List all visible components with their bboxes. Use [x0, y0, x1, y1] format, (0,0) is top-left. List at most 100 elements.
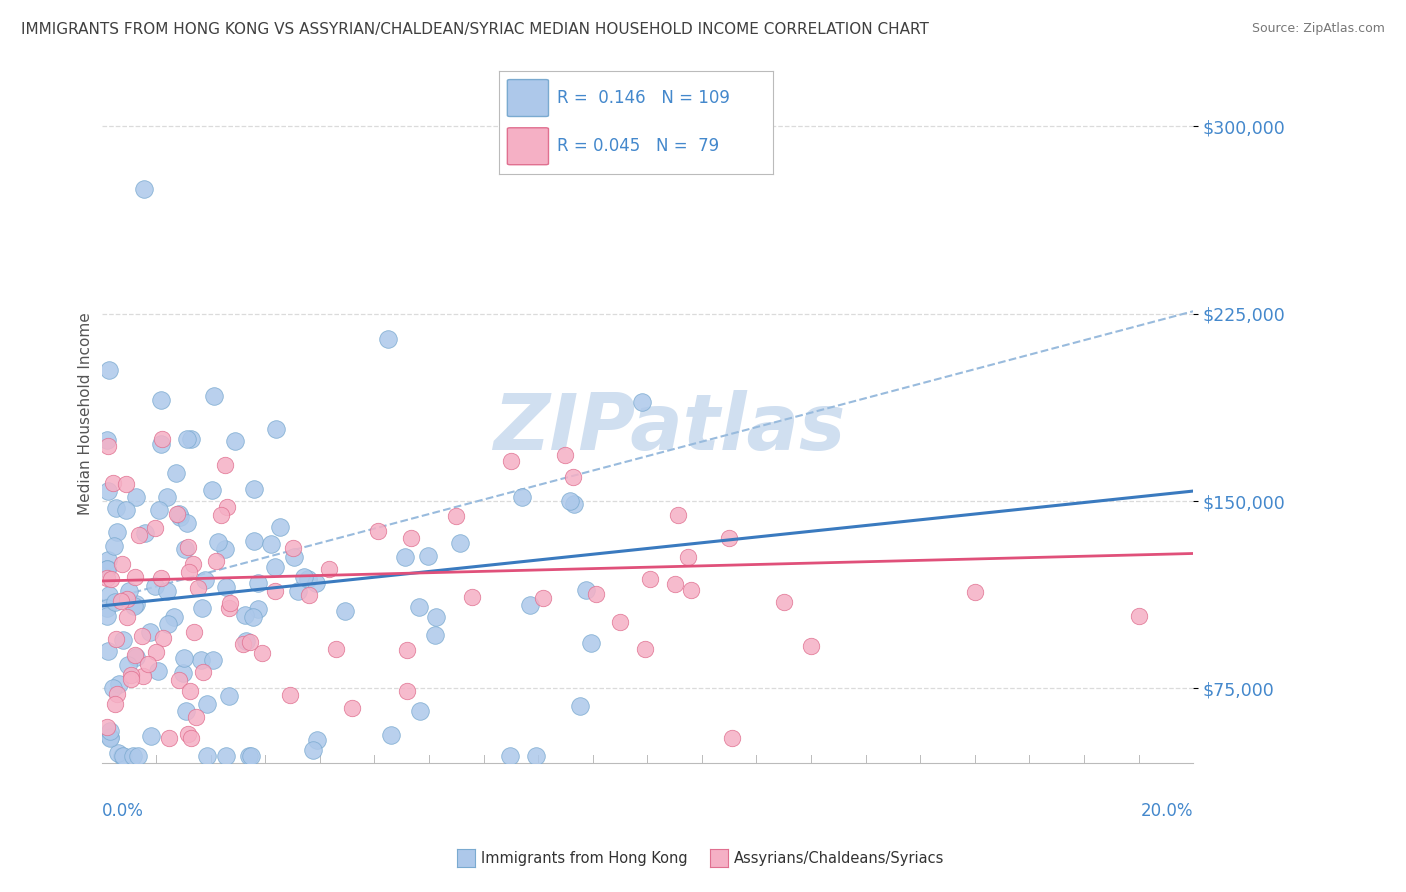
Point — [157, 617, 180, 632]
Point — [124, 649, 146, 664]
Point — [180, 731, 202, 746]
Point — [519, 598, 541, 612]
Point — [131, 629, 153, 643]
Point — [163, 610, 186, 624]
Point — [297, 573, 319, 587]
Point — [560, 494, 582, 508]
Point — [218, 689, 240, 703]
Point — [395, 683, 418, 698]
Point — [100, 572, 122, 586]
Point — [124, 599, 146, 613]
Point — [181, 557, 204, 571]
Point — [172, 666, 194, 681]
Text: ZIPatlas: ZIPatlas — [494, 390, 845, 466]
Point — [395, 643, 418, 657]
Point — [242, 609, 264, 624]
Point — [238, 748, 260, 763]
Point — [112, 632, 135, 647]
Point — [152, 631, 174, 645]
Point — [461, 590, 484, 604]
Point — [155, 490, 177, 504]
Point — [98, 731, 121, 745]
Point — [165, 466, 187, 480]
Point — [97, 644, 120, 658]
Text: 20.0%: 20.0% — [1140, 802, 1194, 820]
Point — [124, 570, 146, 584]
Point — [105, 688, 128, 702]
Point — [134, 182, 156, 196]
Point — [380, 728, 402, 742]
Point — [260, 537, 283, 551]
Point — [215, 580, 238, 594]
Point — [219, 596, 242, 610]
Point — [409, 704, 432, 718]
Point — [105, 524, 128, 539]
Point — [425, 610, 447, 624]
Point — [150, 392, 173, 407]
Point — [190, 652, 212, 666]
Point — [176, 727, 198, 741]
Point — [146, 665, 169, 679]
Point — [325, 642, 347, 657]
Point — [207, 535, 229, 549]
Point — [96, 562, 118, 576]
Point — [246, 576, 269, 591]
Point — [394, 550, 416, 565]
Point — [115, 592, 138, 607]
Point — [143, 521, 166, 535]
Point — [718, 531, 741, 545]
Point — [179, 565, 201, 579]
Point — [136, 657, 159, 671]
Point — [125, 597, 148, 611]
Point — [772, 595, 794, 609]
Point — [280, 688, 302, 702]
Text: IMMIGRANTS FROM HONG KONG VS ASSYRIAN/CHALDEAN/SYRIAC MEDIAN HOUSEHOLD INCOME CO: IMMIGRANTS FROM HONG KONG VS ASSYRIAN/CH… — [21, 22, 929, 37]
Point — [233, 607, 256, 622]
Point — [157, 731, 180, 746]
Point — [218, 601, 240, 615]
Point — [139, 729, 162, 743]
Text: R = 0.045   N =  79: R = 0.045 N = 79 — [557, 136, 718, 154]
Text: Immigrants from Hong Kong: Immigrants from Hong Kong — [481, 851, 688, 865]
Point — [104, 698, 127, 712]
Point — [418, 549, 440, 563]
Point — [174, 704, 197, 718]
Point — [215, 748, 238, 763]
Point — [247, 602, 270, 616]
Point — [283, 550, 305, 565]
Point — [634, 642, 657, 657]
Point — [631, 395, 654, 409]
Point — [98, 731, 121, 745]
Point — [963, 585, 986, 599]
Point — [115, 477, 138, 491]
Point — [112, 748, 135, 763]
Point — [166, 507, 188, 521]
Point — [269, 520, 291, 534]
Point — [96, 561, 118, 575]
Text: Source: ZipAtlas.com: Source: ZipAtlas.com — [1251, 22, 1385, 36]
Point — [186, 710, 208, 724]
Point — [191, 665, 214, 679]
Point — [176, 516, 198, 530]
Point — [156, 584, 179, 599]
Point — [110, 594, 132, 608]
Point — [107, 677, 129, 691]
Point — [103, 476, 125, 491]
FancyBboxPatch shape — [508, 128, 548, 165]
Point — [510, 491, 533, 505]
Point — [342, 701, 364, 715]
Point — [302, 743, 325, 757]
Point — [194, 573, 217, 587]
Text: Assyrians/Chaldeans/Syriacs: Assyrians/Chaldeans/Syriacs — [734, 851, 945, 865]
Point — [177, 540, 200, 554]
Point — [179, 684, 201, 698]
Point — [111, 748, 134, 763]
Point — [97, 483, 120, 498]
Point — [124, 648, 146, 662]
Point — [180, 433, 202, 447]
Point — [367, 524, 389, 538]
Point — [638, 572, 661, 586]
Point — [167, 673, 190, 687]
Point — [499, 748, 522, 763]
Point — [115, 503, 138, 517]
